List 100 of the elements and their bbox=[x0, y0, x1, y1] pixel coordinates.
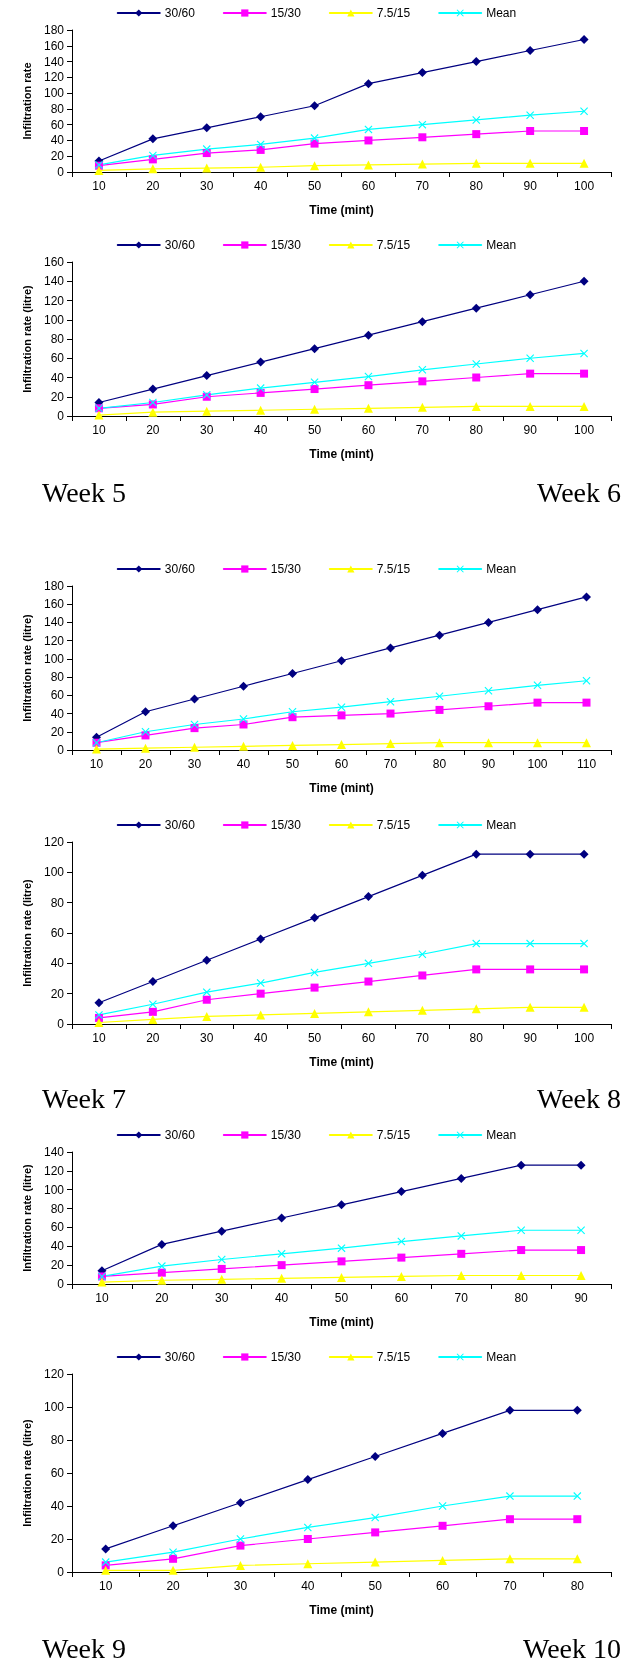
y-tick-label: 60 bbox=[50, 1220, 65, 1235]
point bbox=[471, 303, 481, 313]
point bbox=[364, 977, 373, 986]
y-tick-label: 120 bbox=[43, 1163, 65, 1178]
point bbox=[310, 983, 319, 992]
x-tick-label: 80 bbox=[514, 1291, 529, 1305]
y-tick-label: 100 bbox=[43, 651, 65, 666]
y-tick-label: 160 bbox=[43, 255, 65, 269]
y-tick-label: 20 bbox=[50, 149, 65, 164]
point bbox=[202, 1011, 212, 1021]
x-tick-label: 10 bbox=[99, 1579, 113, 1593]
y-tick-label: 120 bbox=[43, 70, 65, 85]
x-tick-label: 40 bbox=[253, 1031, 268, 1045]
point bbox=[239, 741, 248, 751]
point bbox=[310, 913, 320, 923]
x-tick-label: 30 bbox=[233, 1579, 248, 1593]
point bbox=[148, 1007, 157, 1016]
x-tick-label: 70 bbox=[503, 1579, 517, 1593]
legend-label: 15/30 bbox=[270, 6, 302, 20]
point bbox=[217, 1274, 227, 1284]
x-axis-title: Time (mint) bbox=[309, 203, 374, 217]
point bbox=[310, 378, 319, 387]
point bbox=[580, 107, 589, 116]
point bbox=[525, 290, 535, 300]
x-tick-label: 100 bbox=[574, 423, 595, 437]
x-tick-label: 50 bbox=[334, 1291, 349, 1305]
x-tick-label: 10 bbox=[89, 757, 104, 771]
x-tick-label: 70 bbox=[415, 179, 430, 193]
point bbox=[239, 681, 248, 691]
point bbox=[148, 977, 158, 987]
point bbox=[236, 1541, 245, 1550]
point bbox=[582, 676, 591, 685]
point bbox=[141, 707, 150, 717]
y-tick-label: 80 bbox=[50, 101, 65, 116]
y-tick-label: 20 bbox=[50, 724, 65, 739]
point bbox=[277, 1273, 287, 1283]
point bbox=[277, 1261, 286, 1270]
legend-label: 15/30 bbox=[270, 1128, 302, 1142]
y-tick-label: 80 bbox=[50, 895, 65, 910]
y-tick-label: 60 bbox=[50, 926, 65, 940]
legend-label: 30/60 bbox=[164, 238, 196, 252]
point bbox=[141, 743, 150, 753]
point bbox=[370, 1452, 380, 1461]
point bbox=[386, 739, 395, 749]
point bbox=[417, 1005, 427, 1015]
legend-label: 7.5/15 bbox=[376, 238, 411, 252]
point bbox=[217, 1226, 227, 1236]
point bbox=[526, 369, 535, 378]
point bbox=[337, 1244, 346, 1253]
x-axis-title: Time (mint) bbox=[309, 1055, 374, 1069]
point bbox=[526, 111, 535, 120]
text: Week 10 bbox=[522, 1632, 621, 1666]
x-tick-label: 40 bbox=[253, 179, 268, 193]
y-axis-title: Infiltration rate (litre) bbox=[20, 878, 33, 987]
y-tick-label: 80 bbox=[50, 332, 65, 346]
point bbox=[256, 162, 266, 172]
legend-label: 30/60 bbox=[164, 562, 196, 576]
y-tick-label: 0 bbox=[57, 165, 65, 179]
point bbox=[169, 1548, 178, 1557]
point bbox=[438, 1555, 448, 1565]
y-tick-label: 120 bbox=[43, 633, 65, 648]
point bbox=[580, 939, 589, 948]
point bbox=[239, 715, 248, 724]
point bbox=[582, 592, 591, 602]
x-tick-label: 30 bbox=[200, 1031, 214, 1045]
x-axis-title: Time (mint) bbox=[309, 781, 374, 795]
x-tick-label: 40 bbox=[253, 423, 268, 437]
x-tick-label: 50 bbox=[285, 757, 300, 771]
y-tick-label: 0 bbox=[57, 1017, 65, 1031]
y-tick-label: 20 bbox=[50, 1258, 65, 1273]
x-tick-label: 50 bbox=[368, 1579, 383, 1593]
point bbox=[310, 101, 320, 111]
point bbox=[157, 1275, 167, 1285]
point bbox=[101, 1565, 111, 1575]
point bbox=[337, 740, 346, 750]
x-tick-label: 20 bbox=[146, 179, 160, 193]
point bbox=[577, 1226, 586, 1235]
point bbox=[364, 136, 373, 145]
point bbox=[386, 643, 395, 653]
point bbox=[236, 1535, 245, 1543]
point bbox=[472, 115, 481, 124]
point bbox=[363, 1007, 373, 1017]
text: Week 6 bbox=[536, 476, 621, 510]
point bbox=[579, 158, 589, 168]
y-tick-label: 100 bbox=[43, 1182, 65, 1197]
y-tick-label: 80 bbox=[50, 1201, 65, 1216]
x-tick-label: 70 bbox=[454, 1291, 469, 1305]
legend-label: 7.5/15 bbox=[376, 1128, 411, 1142]
point bbox=[471, 158, 481, 168]
point bbox=[533, 738, 542, 748]
point bbox=[456, 1271, 466, 1281]
x-tick-label: 10 bbox=[92, 179, 106, 193]
x-tick-label: 70 bbox=[383, 757, 398, 771]
x-tick-label: 80 bbox=[469, 1031, 484, 1045]
point bbox=[337, 1257, 346, 1266]
y-tick-label: 140 bbox=[43, 274, 65, 289]
x-axis-title: Time (mint) bbox=[309, 447, 374, 461]
point bbox=[526, 126, 535, 135]
y-tick-label: 0 bbox=[57, 1277, 65, 1291]
point bbox=[94, 410, 104, 420]
